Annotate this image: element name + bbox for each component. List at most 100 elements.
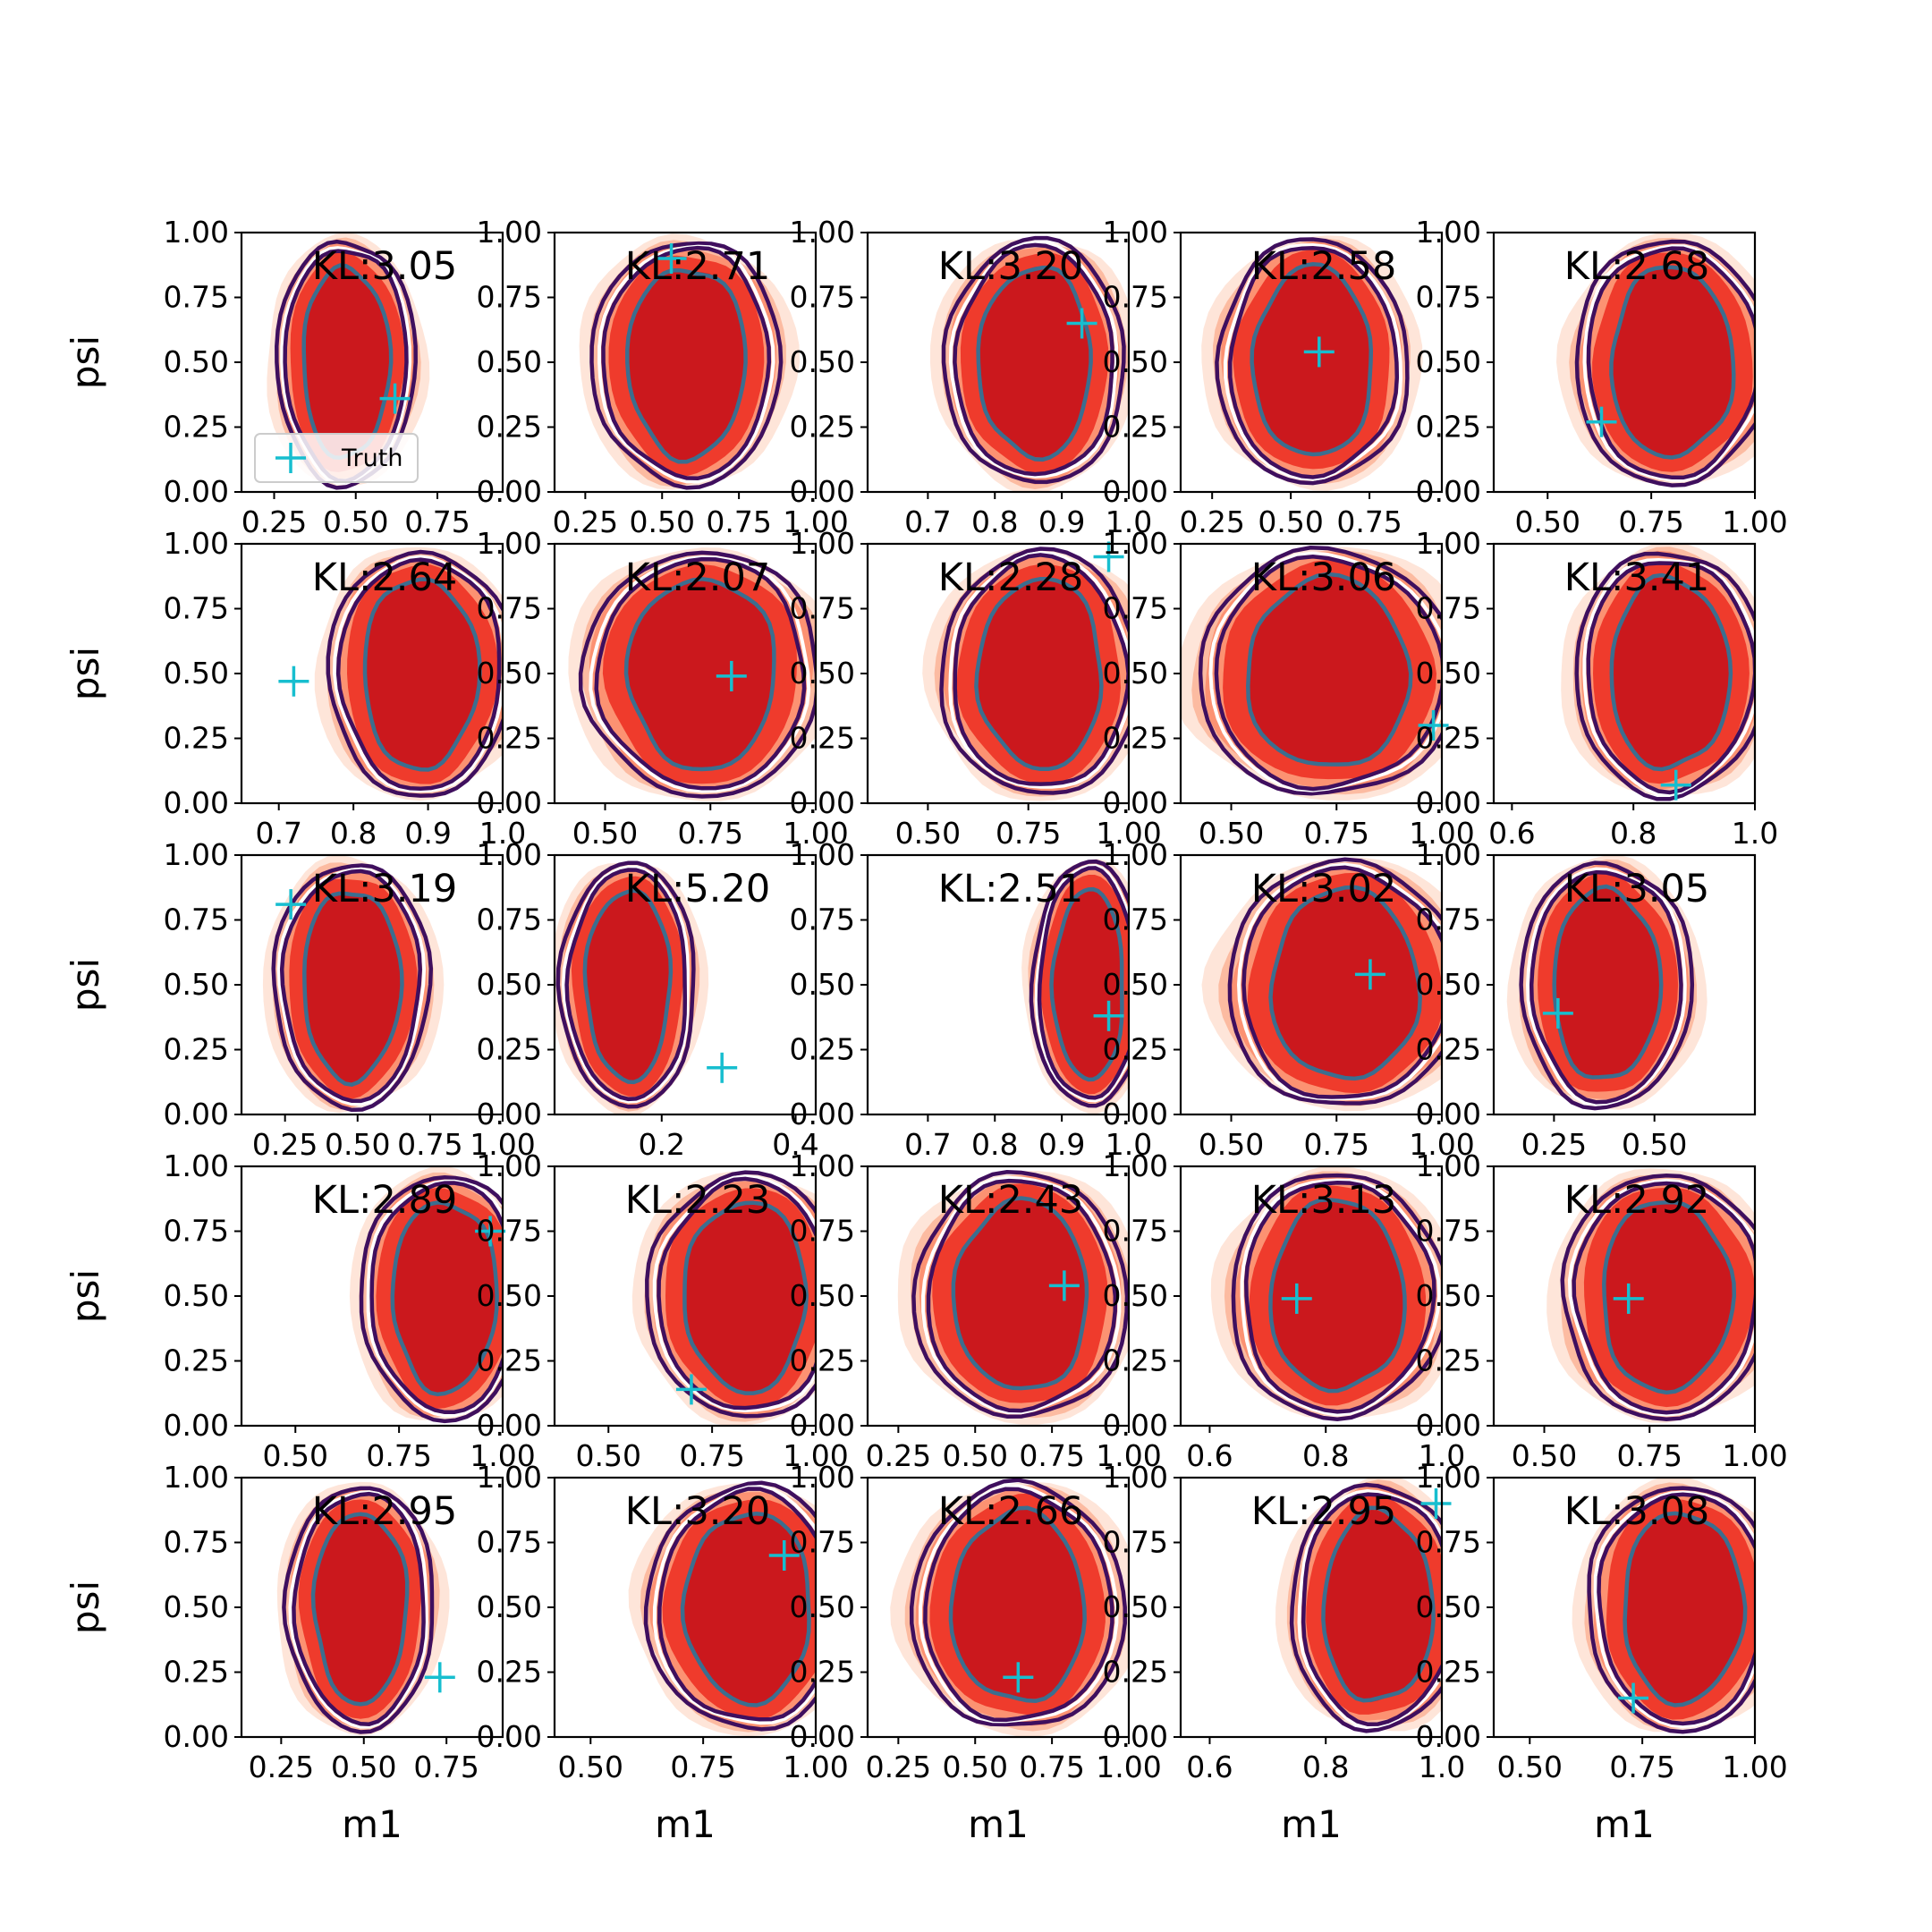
- truth-marker: [1660, 769, 1691, 801]
- y-tick-label: 1.00: [477, 526, 542, 561]
- x-tick-label: 0.50: [1515, 504, 1580, 539]
- y-tick-label: 0.25: [790, 1655, 855, 1690]
- density-fill-level-5: [1251, 265, 1371, 455]
- y-tick-label: 1.00: [164, 526, 229, 561]
- inner-contour-line: [948, 1505, 1087, 1703]
- inner-contour-line: [302, 891, 404, 1088]
- y-tick-label: 1.00: [1416, 1460, 1481, 1495]
- legend-label: Truth: [341, 445, 402, 472]
- y-tick-label: 0.25: [790, 721, 855, 756]
- inner-contour-line: [1623, 1511, 1748, 1707]
- y-tick-label: 1.00: [1416, 837, 1481, 872]
- subplot-18: 0.00 0.25 0.50 0.75 1.00 0.25 0.50 0.75 1.00 KL:2…: [790, 1148, 1162, 1473]
- inner-contour-line: [682, 1200, 809, 1395]
- subplot-21: 0.00 0.25 0.50 0.75 1.00 0.25 0.50 0.75 KL:2.95 p…: [64, 1460, 504, 1846]
- second-contour-line: [1227, 246, 1400, 479]
- outer-contour-line: [645, 1170, 816, 1419]
- y-tick-label: 0.75: [1416, 280, 1481, 315]
- x-axis-label: m1: [1281, 1802, 1342, 1846]
- density-fill-level-5: [584, 890, 670, 1081]
- second-contour-line: [1586, 246, 1755, 480]
- kl-annotation: KL:3.08: [1564, 1489, 1709, 1534]
- x-tick-label: 0.50: [323, 504, 388, 539]
- density-fill-level-5: [363, 579, 479, 769]
- outer-contour-line: [589, 241, 784, 490]
- x-tick-label: 0.25: [553, 504, 618, 539]
- subplot-12: 0.00 0.25 0.50 0.75 1.00 0.2 0.4 KL:5.20: [477, 837, 819, 1162]
- second-contour-line: [335, 557, 502, 792]
- x-tick-label: 0.50: [1199, 816, 1264, 851]
- x-tick-label: 0.25: [1179, 504, 1244, 539]
- y-tick-label: 1.00: [164, 1460, 229, 1495]
- x-tick-label: 0.8: [1610, 816, 1657, 851]
- density-fill-level-5: [1612, 267, 1734, 459]
- outer-contour-line: [578, 550, 816, 799]
- second-contour-line: [279, 869, 422, 1104]
- kl-annotation: KL:2.92: [1564, 1178, 1709, 1223]
- subplot-plot-area: [262, 855, 445, 1114]
- x-tick-label: 1.00: [783, 1750, 848, 1784]
- kl-annotation: KL:5.20: [625, 867, 770, 911]
- density-fill-level-5: [1625, 1514, 1745, 1705]
- second-contour-line: [1214, 555, 1442, 792]
- y-tick-label: 0.00: [1103, 785, 1168, 820]
- y-tick-label: 0.50: [477, 656, 542, 691]
- y-tick-label: 0.25: [1416, 1343, 1481, 1378]
- inner-contour-line: [1321, 1505, 1436, 1703]
- truth-marker: [768, 1540, 800, 1571]
- x-tick-label: 1.0: [1732, 816, 1778, 851]
- y-tick-label: 1.00: [164, 1148, 229, 1183]
- y-tick-label: 0.25: [164, 1343, 229, 1378]
- y-tick-label: 0.50: [477, 967, 542, 1002]
- outer-contour-line: [1215, 237, 1410, 486]
- y-tick-label: 0.75: [164, 1525, 229, 1560]
- white-contour-line: [948, 241, 1119, 479]
- second-contour-line: [926, 1178, 1118, 1413]
- subplot-plot-area: [1181, 546, 1442, 801]
- white-contour-line: [948, 550, 1129, 789]
- y-tick-label: 0.50: [1103, 1278, 1168, 1313]
- inner-contour-line: [951, 1196, 1089, 1391]
- x-tick-label: 1.00: [1722, 504, 1787, 539]
- y-tick-label: 1.00: [164, 215, 229, 250]
- x-tick-label: 1.00: [1409, 1127, 1474, 1162]
- y-axis-label: psi: [64, 958, 107, 1012]
- second-contour-line: [953, 242, 1114, 477]
- y-tick-label: 0.50: [164, 967, 229, 1002]
- x-tick-label: 1.00: [1722, 1750, 1787, 1784]
- x-tick-label: 0.75: [1617, 1438, 1682, 1473]
- y-axis-label: psi: [64, 647, 107, 700]
- x-tick-label: 0.75: [1304, 816, 1369, 851]
- y-tick-label: 0.25: [1416, 1655, 1481, 1690]
- white-contour-line: [332, 555, 503, 793]
- second-contour-line: [1243, 1180, 1436, 1414]
- x-tick-label: 0.25: [242, 504, 307, 539]
- truth-marker: [656, 243, 687, 274]
- outer-contour-line: [909, 1478, 1127, 1727]
- truth-marker: [1586, 406, 1617, 437]
- x-tick-label: 0.2: [639, 1127, 685, 1162]
- x-tick-label: 0.9: [1038, 504, 1085, 539]
- second-contour-line: [657, 1487, 816, 1722]
- subplot-8: 0.00 0.25 0.50 0.75 1.00 0.50 0.75 1.00 KL:2.28: [790, 526, 1162, 851]
- x-tick-label: 0.75: [397, 1127, 462, 1162]
- truth-marker: [1281, 1283, 1312, 1314]
- y-tick-label: 0.50: [164, 344, 229, 379]
- density-fill-level-5: [951, 1507, 1085, 1699]
- y-tick-label: 0.75: [477, 591, 542, 626]
- white-contour-line: [1208, 551, 1442, 792]
- truth-marker: [1618, 1682, 1649, 1714]
- x-tick-label: 0.75: [1609, 1750, 1674, 1784]
- x-tick-label: 1.00: [1096, 816, 1161, 851]
- y-tick-label: 0.00: [477, 1719, 542, 1754]
- x-tick-label: 1.0: [1419, 1438, 1465, 1473]
- x-axis-label: m1: [968, 1802, 1029, 1846]
- y-tick-label: 0.75: [790, 591, 855, 626]
- y-tick-label: 0.00: [1416, 474, 1481, 509]
- density-fill-level-5: [303, 893, 402, 1084]
- white-contour-line: [276, 867, 427, 1106]
- white-contour-line: [1593, 1490, 1755, 1729]
- density-fill-level-5: [1248, 574, 1411, 766]
- kl-annotation: KL:2.95: [1251, 1489, 1396, 1534]
